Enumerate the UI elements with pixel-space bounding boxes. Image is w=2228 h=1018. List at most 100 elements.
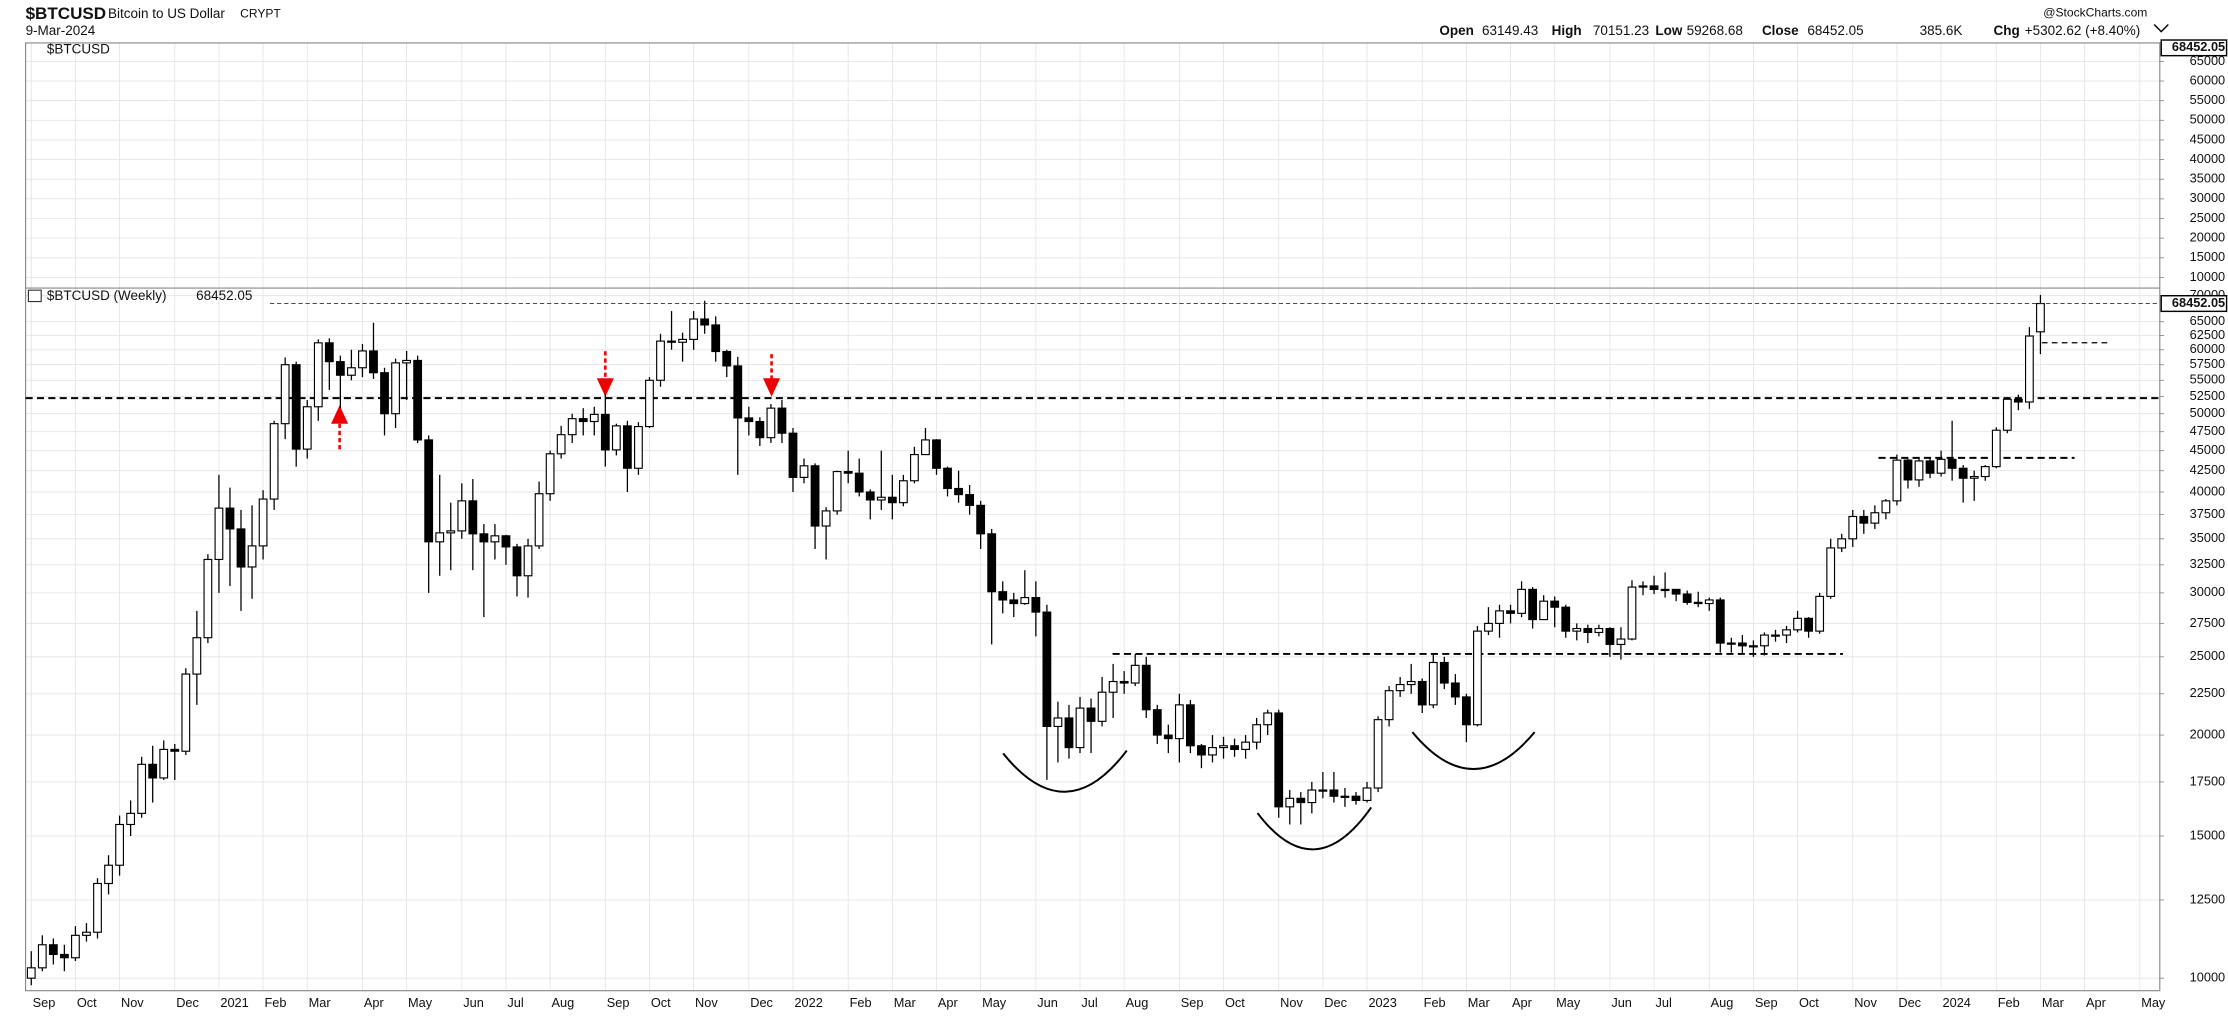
x-tick-label: Sep [1755, 995, 1778, 1010]
x-tick-label: Sep [607, 995, 630, 1010]
legend-value: 68452.05 [196, 288, 252, 303]
candle-body [1351, 795, 1361, 802]
x-tick-label: Nov [1854, 995, 1877, 1010]
candle-body [468, 500, 478, 535]
x-tick-label: 2022 [794, 995, 822, 1010]
candle-body [1616, 638, 1626, 645]
candle-body [799, 465, 809, 478]
candle-body [744, 417, 754, 423]
candle-body [1163, 734, 1173, 740]
candle-body [126, 812, 136, 826]
cup-arc [1411, 731, 1536, 770]
candle-body [556, 434, 566, 455]
y-tick-label: 35000 [2190, 530, 2226, 545]
candle-body [1715, 599, 1725, 644]
candle-body [567, 418, 577, 436]
candle-body [865, 491, 875, 501]
candle-body [1197, 745, 1206, 756]
change-label: Chg [1994, 23, 2020, 38]
candle-body [1384, 690, 1394, 721]
candle-body [600, 413, 610, 451]
candle-body [1174, 704, 1184, 740]
candle-body [1219, 745, 1228, 749]
candle-body [943, 467, 952, 490]
candle-body [1484, 622, 1493, 632]
candle-body [898, 480, 908, 504]
x-tick-label: Feb [1424, 995, 1446, 1010]
candle-body [170, 748, 180, 752]
candle-body [733, 365, 743, 419]
candle-body [1097, 691, 1107, 722]
candle-body [1826, 547, 1836, 597]
y-tick-label: 32500 [2190, 556, 2226, 571]
x-tick-label: Apr [938, 995, 959, 1010]
plot-frame [25, 42, 2161, 992]
price-tag: 68452.05 [2172, 295, 2225, 310]
x-tick-label: Feb [850, 995, 872, 1010]
candle-body [302, 406, 312, 450]
candle-body [369, 350, 378, 374]
x-tick-label: 2024 [1943, 995, 1971, 1010]
x-tick-label: Feb [265, 995, 287, 1010]
y-tick-label: 45000 [2190, 131, 2226, 146]
candle-body [1075, 707, 1085, 749]
candle-body [1793, 617, 1802, 631]
candle-body [1395, 683, 1405, 692]
arrow-head [763, 378, 781, 397]
candle-body [1561, 606, 1571, 632]
candle-body [843, 470, 853, 474]
candle-body [1406, 680, 1416, 686]
candle-body [1627, 586, 1637, 640]
candle-body [137, 763, 147, 814]
x-tick-label: Mar [309, 995, 332, 1010]
x-tick-label: Dec [176, 995, 199, 1010]
candle-body [435, 532, 445, 543]
candle-body [358, 350, 367, 369]
x-tick-label: Jun [463, 995, 484, 1010]
y-tick-label: 40000 [2190, 483, 2226, 498]
candle-body [479, 533, 489, 543]
x-tick-label: Oct [1225, 995, 1245, 1010]
candle-body [876, 496, 886, 501]
candle-body [1119, 680, 1129, 684]
candle-body [258, 498, 268, 547]
x-tick-label: Aug [552, 995, 575, 1010]
candle-body [236, 528, 246, 568]
candle-body [380, 372, 389, 415]
cup-arc [1002, 749, 1128, 793]
y-tick-label: 15000 [2190, 249, 2226, 264]
candle-body [2024, 335, 2034, 403]
close-label: Close [1762, 23, 1799, 38]
candle-body [181, 673, 191, 752]
candle-body [1230, 745, 1239, 750]
candle-body [402, 359, 412, 364]
candle-body [457, 500, 467, 532]
candle-body [545, 453, 555, 495]
menu-caret[interactable] [2153, 23, 2169, 33]
candle-body [1296, 797, 1306, 804]
x-tick-label: 2021 [220, 995, 248, 1010]
candle-body [1583, 627, 1593, 634]
candle-body [1009, 599, 1019, 605]
legend-icon [27, 289, 42, 303]
y-tick-label: 57500 [2190, 356, 2226, 371]
candle-body [1274, 712, 1284, 808]
x-tick-label: Nov [695, 995, 718, 1010]
candle-body [1241, 741, 1251, 750]
y-tick-label: 15000 [2190, 827, 2226, 842]
x-tick-label: Dec [1324, 995, 1347, 1010]
x-tick-label: Apr [364, 995, 385, 1010]
candle-body [667, 340, 676, 343]
cup-arc [1256, 806, 1373, 851]
candle-body [1837, 538, 1847, 549]
y-tick-label: 47500 [2190, 423, 2226, 438]
x-tick-label: Aug [1126, 995, 1149, 1010]
x-tick-label: Jul [1081, 995, 1097, 1010]
y-tick-label: 60000 [2190, 72, 2226, 87]
x-tick-label: May [2141, 995, 2166, 1010]
candle-body [998, 591, 1008, 601]
candle-body [291, 364, 301, 450]
candle-body [1671, 588, 1681, 595]
candle-body [346, 367, 356, 376]
candle-body [887, 496, 897, 504]
